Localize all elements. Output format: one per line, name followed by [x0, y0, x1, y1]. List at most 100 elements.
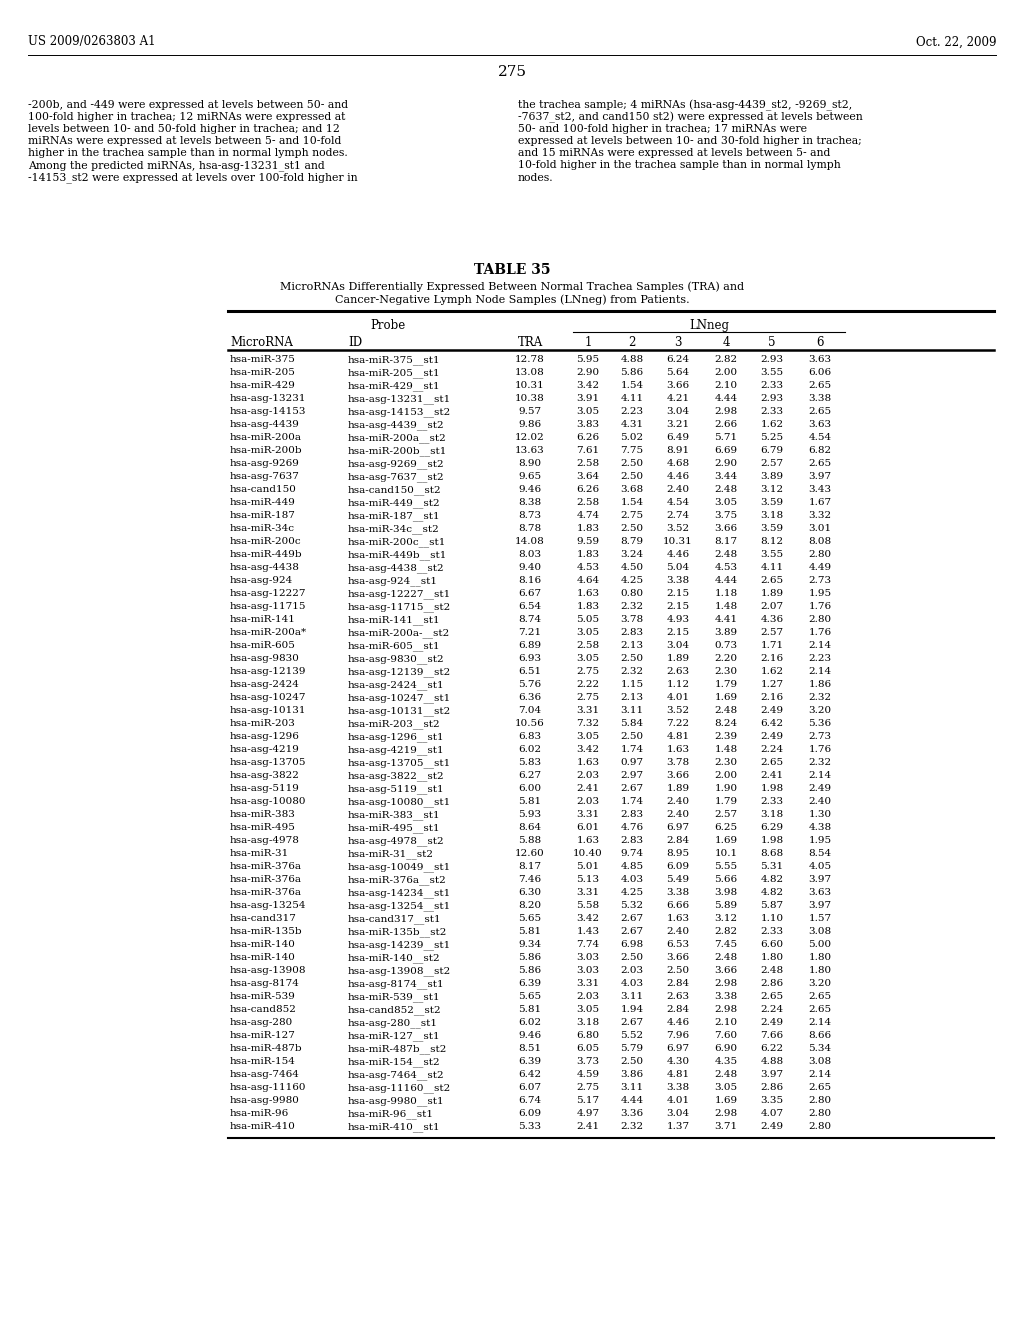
Text: 6.80: 6.80 — [577, 1031, 600, 1040]
Text: hsa-miR-96: hsa-miR-96 — [230, 1109, 289, 1118]
Text: Cancer-Negative Lymph Node Samples (LNneg) from Patients.: Cancer-Negative Lymph Node Samples (LNne… — [335, 294, 689, 305]
Text: hsa-miR-154__st2: hsa-miR-154__st2 — [348, 1057, 440, 1067]
Text: 2.39: 2.39 — [715, 733, 737, 741]
Text: 4.25: 4.25 — [621, 888, 643, 898]
Text: hsa-asg-8174__st1: hsa-asg-8174__st1 — [348, 979, 444, 989]
Text: 10.31: 10.31 — [664, 537, 693, 546]
Text: 2.50: 2.50 — [621, 473, 643, 480]
Text: hsa-asg-11160: hsa-asg-11160 — [230, 1082, 306, 1092]
Text: 2.32: 2.32 — [808, 758, 831, 767]
Text: 3.03: 3.03 — [577, 966, 600, 975]
Text: hsa-asg-4219__st1: hsa-asg-4219__st1 — [348, 744, 444, 755]
Text: 5.64: 5.64 — [667, 368, 689, 378]
Text: 6.74: 6.74 — [518, 1096, 542, 1105]
Text: 3.52: 3.52 — [667, 524, 689, 533]
Text: 2.75: 2.75 — [577, 693, 600, 702]
Text: hsa-asg-7464: hsa-asg-7464 — [230, 1071, 300, 1078]
Text: 2.13: 2.13 — [621, 693, 643, 702]
Text: hsa-asg-9830: hsa-asg-9830 — [230, 653, 300, 663]
Text: 2.65: 2.65 — [761, 576, 783, 585]
Text: 1.12: 1.12 — [667, 680, 689, 689]
Text: 2.23: 2.23 — [808, 653, 831, 663]
Text: 4.44: 4.44 — [621, 1096, 643, 1105]
Text: 1.63: 1.63 — [667, 913, 689, 923]
Text: 6.26: 6.26 — [577, 484, 600, 494]
Text: 2.14: 2.14 — [808, 667, 831, 676]
Text: 2.40: 2.40 — [667, 927, 689, 936]
Text: 2.49: 2.49 — [808, 784, 831, 793]
Text: hsa-miR-495__st1: hsa-miR-495__st1 — [348, 822, 440, 833]
Text: 2.20: 2.20 — [715, 653, 737, 663]
Text: hsa-miR-376a: hsa-miR-376a — [230, 875, 302, 884]
Text: hsa-miR-127__st1: hsa-miR-127__st1 — [348, 1031, 440, 1040]
Text: 4.41: 4.41 — [715, 615, 737, 624]
Text: 2.67: 2.67 — [621, 1018, 643, 1027]
Text: Oct. 22, 2009: Oct. 22, 2009 — [915, 36, 996, 49]
Text: 6.25: 6.25 — [715, 822, 737, 832]
Text: 6.89: 6.89 — [518, 642, 542, 649]
Text: 6.24: 6.24 — [667, 355, 689, 364]
Text: 3.43: 3.43 — [808, 484, 831, 494]
Text: 5.83: 5.83 — [518, 758, 542, 767]
Text: 9.46: 9.46 — [518, 1031, 542, 1040]
Text: 2.03: 2.03 — [577, 771, 600, 780]
Text: 4.76: 4.76 — [621, 822, 643, 832]
Text: 2.83: 2.83 — [621, 628, 643, 638]
Text: 4.88: 4.88 — [761, 1057, 783, 1067]
Text: 12.60: 12.60 — [515, 849, 545, 858]
Text: hsa-asg-13231__st1: hsa-asg-13231__st1 — [348, 393, 452, 404]
Text: 6.66: 6.66 — [667, 902, 689, 909]
Text: 2.58: 2.58 — [577, 642, 600, 649]
Text: hsa-asg-9980__st1: hsa-asg-9980__st1 — [348, 1096, 444, 1106]
Text: 3.63: 3.63 — [808, 355, 831, 364]
Text: 3.66: 3.66 — [667, 381, 689, 389]
Text: 2.93: 2.93 — [761, 393, 783, 403]
Text: 1.83: 1.83 — [577, 524, 600, 533]
Text: hsa-asg-11160__st2: hsa-asg-11160__st2 — [348, 1082, 452, 1093]
Text: 100-fold higher in trachea; 12 miRNAs were expressed at: 100-fold higher in trachea; 12 miRNAs we… — [28, 112, 345, 121]
Text: 1.69: 1.69 — [715, 693, 737, 702]
Text: 3.32: 3.32 — [808, 511, 831, 520]
Text: 4.35: 4.35 — [715, 1057, 737, 1067]
Text: 3.24: 3.24 — [621, 550, 643, 558]
Text: 5.05: 5.05 — [577, 615, 600, 624]
Text: 2.74: 2.74 — [667, 511, 689, 520]
Text: 6.82: 6.82 — [808, 446, 831, 455]
Text: 2.80: 2.80 — [808, 1122, 831, 1131]
Text: 2.32: 2.32 — [621, 667, 643, 676]
Text: hsa-asg-3822__st2: hsa-asg-3822__st2 — [348, 771, 444, 780]
Text: hsa-asg-924: hsa-asg-924 — [230, 576, 293, 585]
Text: 6.07: 6.07 — [518, 1082, 542, 1092]
Text: 3.35: 3.35 — [761, 1096, 783, 1105]
Text: 8.54: 8.54 — [808, 849, 831, 858]
Text: hsa-miR-605__st1: hsa-miR-605__st1 — [348, 642, 440, 651]
Text: 50- and 100-fold higher in trachea; 17 miRNAs were: 50- and 100-fold higher in trachea; 17 m… — [518, 124, 807, 135]
Text: 8.74: 8.74 — [518, 615, 542, 624]
Text: hsa-asg-12227__st1: hsa-asg-12227__st1 — [348, 589, 452, 599]
Text: hsa-asg-4978: hsa-asg-4978 — [230, 836, 300, 845]
Text: 3.59: 3.59 — [761, 524, 783, 533]
Text: 6.97: 6.97 — [667, 822, 689, 832]
Text: 3.04: 3.04 — [667, 407, 689, 416]
Text: hsa-miR-487b: hsa-miR-487b — [230, 1044, 303, 1053]
Text: hsa-asg-13705__st1: hsa-asg-13705__st1 — [348, 758, 452, 768]
Text: 1.76: 1.76 — [808, 628, 831, 638]
Text: 2.66: 2.66 — [715, 420, 737, 429]
Text: 3.20: 3.20 — [808, 979, 831, 987]
Text: hsa-asg-9269__st2: hsa-asg-9269__st2 — [348, 459, 444, 469]
Text: 2.03: 2.03 — [577, 993, 600, 1001]
Text: 8.79: 8.79 — [621, 537, 643, 546]
Text: 3.75: 3.75 — [715, 511, 737, 520]
Text: 1.57: 1.57 — [808, 913, 831, 923]
Text: 3.97: 3.97 — [808, 902, 831, 909]
Text: 3.31: 3.31 — [577, 706, 600, 715]
Text: 2.50: 2.50 — [621, 1057, 643, 1067]
Text: 2.48: 2.48 — [715, 550, 737, 558]
Text: 4.07: 4.07 — [761, 1109, 783, 1118]
Text: 2.63: 2.63 — [667, 667, 689, 676]
Text: hsa-asg-13254: hsa-asg-13254 — [230, 902, 306, 909]
Text: 5.00: 5.00 — [808, 940, 831, 949]
Text: 1.90: 1.90 — [715, 784, 737, 793]
Text: 1.83: 1.83 — [577, 550, 600, 558]
Text: 8.66: 8.66 — [808, 1031, 831, 1040]
